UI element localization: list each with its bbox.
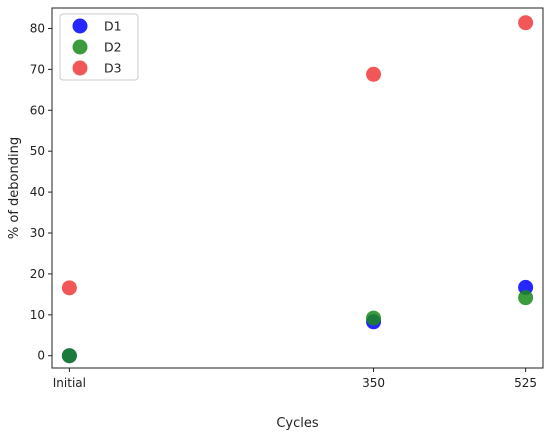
x-axis: Initial 350 525 (53, 368, 537, 390)
y-tick-label: 80 (30, 21, 45, 35)
data-point-d3 (366, 66, 382, 82)
y-tick-label: 20 (30, 267, 45, 281)
legend-box (59, 13, 139, 81)
y-axis: 0 10 20 30 40 50 60 70 80 (30, 21, 52, 363)
legend-label-d1: D1 (104, 19, 122, 34)
y-axis-label: % of debonding (7, 137, 22, 239)
plot-frame (51, 7, 544, 369)
legend-label-d3: D3 (104, 61, 122, 76)
legend-marker-d2 (72, 39, 88, 55)
data-point-d3 (518, 15, 534, 31)
y-tick-label: 50 (30, 144, 45, 158)
legend-marker-d3 (72, 60, 88, 76)
legend: D1 D2 D3 (59, 13, 139, 81)
data-point-d3 (61, 280, 77, 296)
x-tick-label: Initial (53, 376, 86, 390)
legend-label-d2: D2 (104, 40, 122, 55)
x-tick-label: 350 (362, 376, 385, 390)
x-tick-label: 525 (514, 376, 537, 390)
data-point-d2 (366, 310, 382, 326)
y-tick-label: 60 (30, 103, 45, 117)
y-tick-label: 30 (30, 226, 45, 240)
legend-marker-d1 (72, 18, 88, 34)
y-tick-label: 0 (37, 349, 45, 363)
data-point-d2 (61, 348, 77, 364)
data-point-d2 (518, 290, 534, 306)
x-axis-label: Cycles (276, 416, 319, 431)
y-tick-label: 40 (30, 185, 45, 199)
y-tick-label: 10 (30, 308, 45, 322)
y-tick-label: 70 (30, 62, 45, 76)
